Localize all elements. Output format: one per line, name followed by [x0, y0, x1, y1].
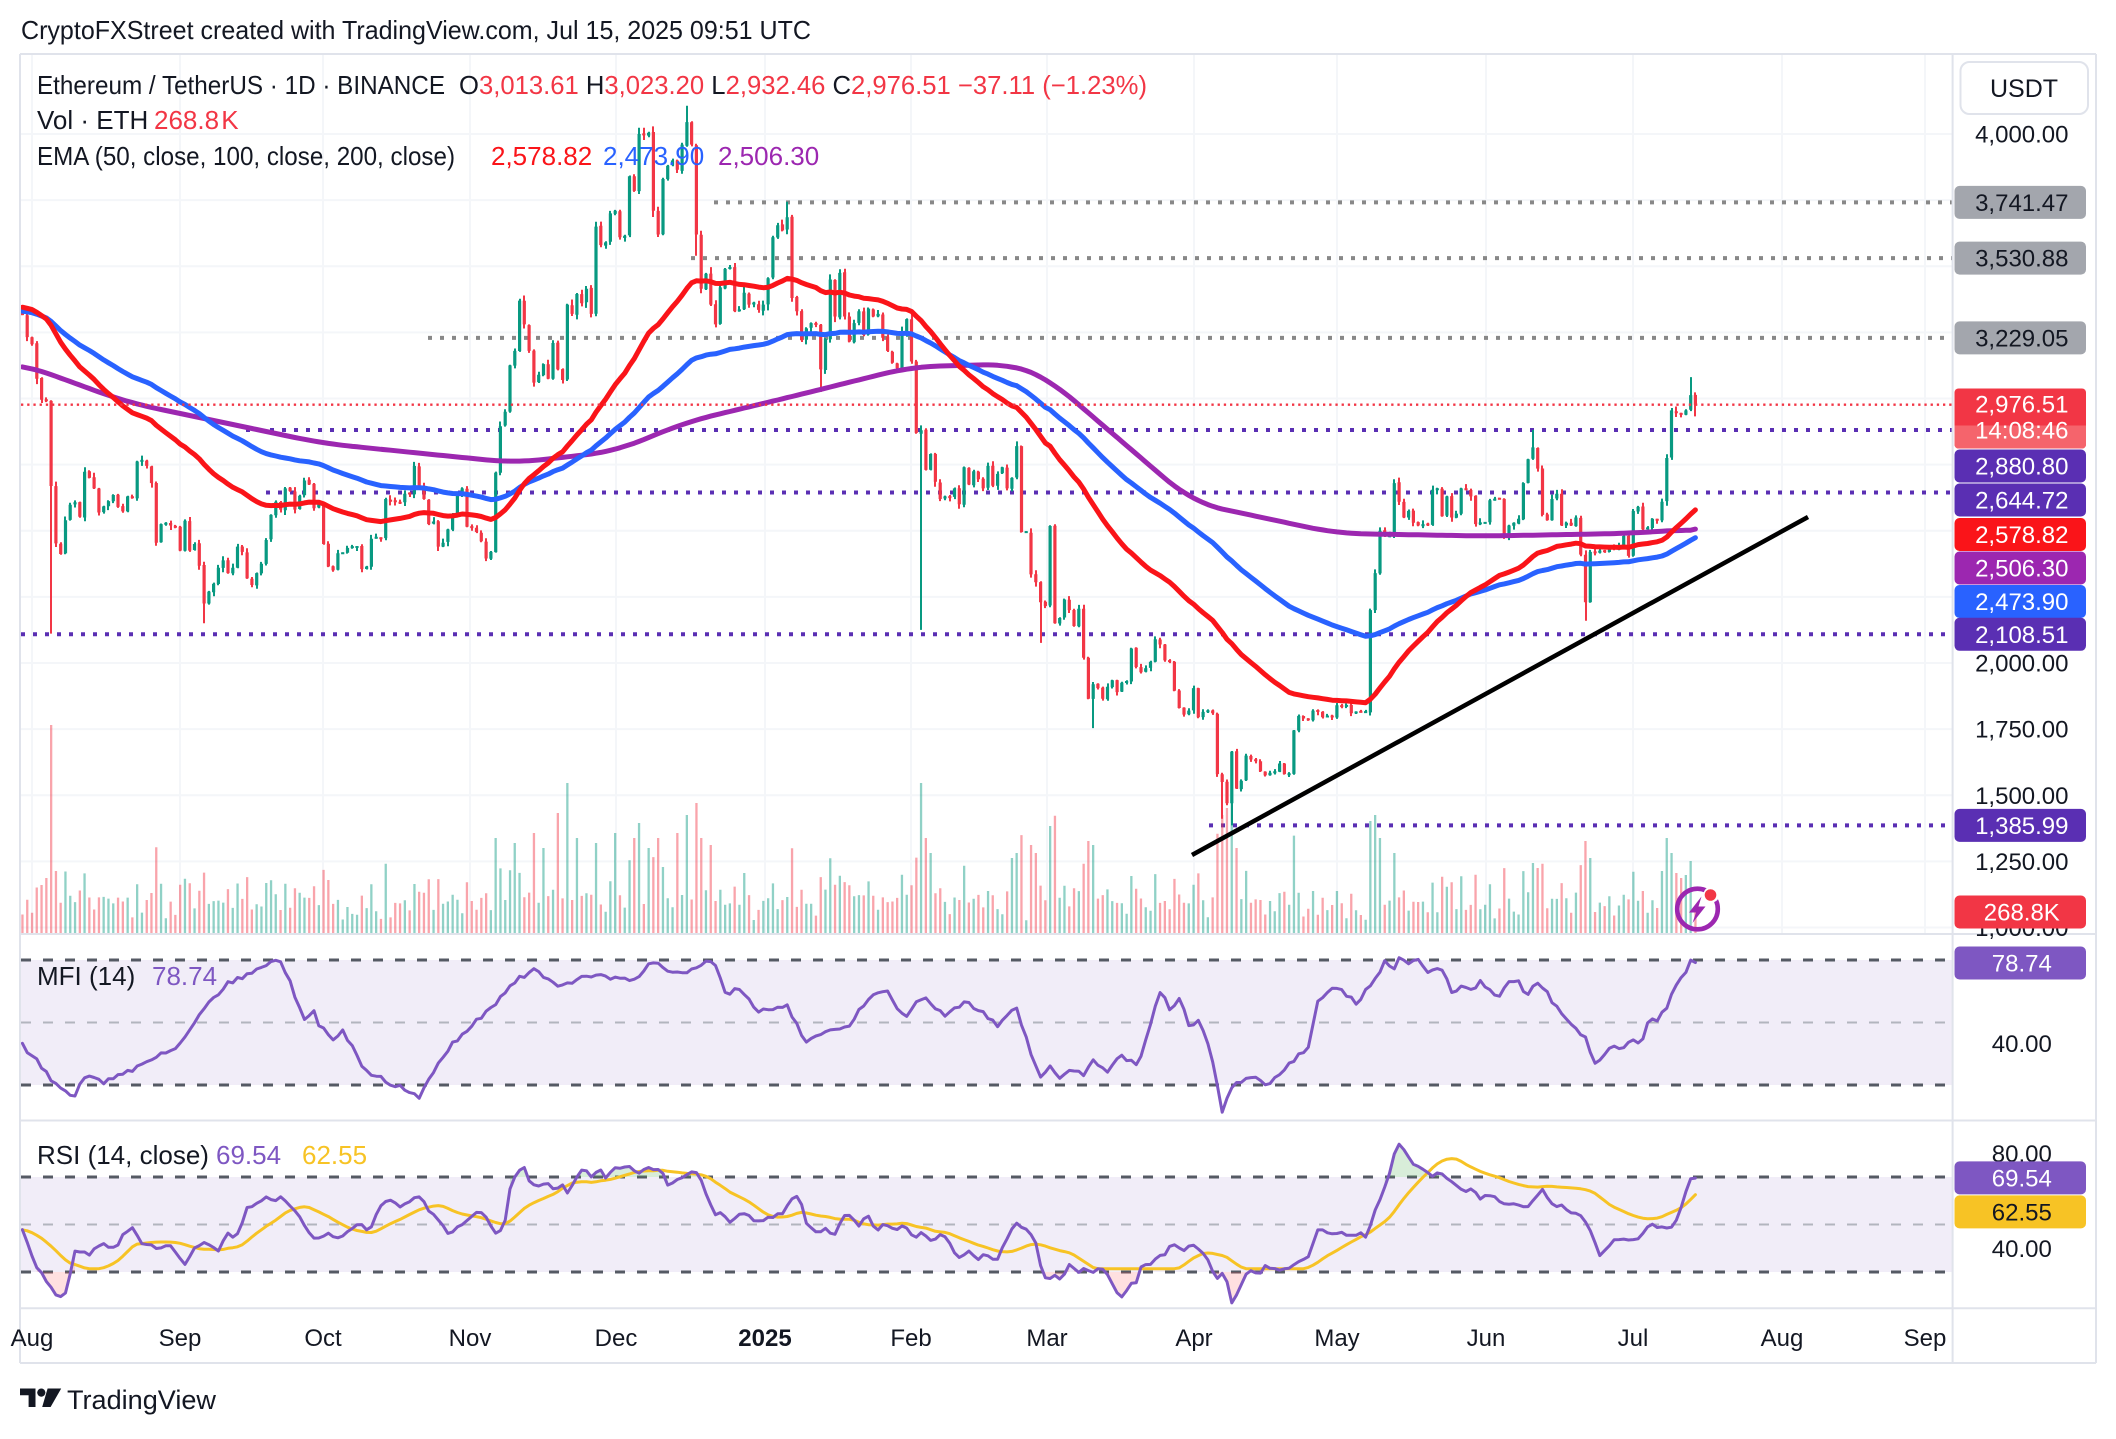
svg-text:2,506.30: 2,506.30 [1975, 556, 2068, 583]
svg-text:May: May [1314, 1325, 1359, 1352]
svg-text:62.55: 62.55 [1992, 1199, 2052, 1226]
svg-text:Nov: Nov [449, 1325, 492, 1352]
svg-text:1,500.00: 1,500.00 [1975, 783, 2068, 810]
svg-text:40.00: 40.00 [1992, 1031, 2052, 1058]
svg-text:78.74: 78.74 [152, 961, 217, 991]
svg-text:2,880.80: 2,880.80 [1975, 454, 2068, 481]
svg-text:2,000.00: 2,000.00 [1975, 651, 2068, 678]
svg-text:2,578.82: 2,578.82 [1975, 522, 2068, 549]
svg-text:Vol · ETH: Vol · ETH [37, 105, 148, 135]
svg-text:EMA (50, close, 100, close, 20: EMA (50, close, 100, close, 200, close) [37, 141, 455, 171]
svg-text:2,473.90: 2,473.90 [603, 141, 704, 171]
svg-text:2,976.51: 2,976.51 [1975, 392, 2068, 419]
svg-text:2,578.82: 2,578.82 [491, 141, 592, 171]
svg-text:Sep: Sep [1904, 1325, 1947, 1352]
svg-text:Jul: Jul [1618, 1325, 1649, 1352]
svg-text:69.54: 69.54 [216, 1140, 281, 1170]
svg-text:3,229.05: 3,229.05 [1975, 325, 2068, 352]
svg-text:Ethereum / TetherUS · 1D · BIN: Ethereum / TetherUS · 1D · BINANCE [37, 70, 445, 100]
svg-text:Jun: Jun [1467, 1325, 1506, 1352]
svg-text:RSI (14, close): RSI (14, close) [37, 1140, 209, 1170]
svg-text:78.74: 78.74 [1992, 951, 2052, 978]
svg-text:1,750.00: 1,750.00 [1975, 717, 2068, 744]
svg-text:40.00: 40.00 [1992, 1236, 2052, 1263]
svg-text:Mar: Mar [1026, 1325, 1067, 1352]
svg-text:3,741.47: 3,741.47 [1975, 190, 2068, 217]
svg-text:Aug: Aug [1761, 1325, 1804, 1352]
svg-text:1,250.00: 1,250.00 [1975, 849, 2068, 876]
svg-text:1,385.99: 1,385.99 [1975, 813, 2068, 840]
svg-text:Apr: Apr [1175, 1325, 1212, 1352]
svg-text:4,000.00: 4,000.00 [1975, 122, 2068, 149]
svg-text:2,644.72: 2,644.72 [1975, 488, 2068, 515]
svg-text:Aug: Aug [11, 1325, 54, 1352]
svg-text:Oct: Oct [304, 1325, 342, 1352]
svg-text:62.55: 62.55 [302, 1140, 367, 1170]
svg-text:MFI (14): MFI (14) [37, 961, 135, 991]
svg-text:O3,013.61 H3,023.20 L2,932.4: O3,013.61 H3,023.20 L2,932.46 C2,976.51 … [459, 70, 1147, 100]
svg-text:2,108.51: 2,108.51 [1975, 622, 2068, 649]
svg-text:Dec: Dec [595, 1325, 638, 1352]
svg-text:268.8 K: 268.8 K [154, 105, 239, 135]
svg-text:2,506.30: 2,506.30 [718, 141, 819, 171]
svg-text:69.54: 69.54 [1992, 1165, 2052, 1192]
svg-text:TradingView: TradingView [67, 1385, 216, 1415]
svg-text:2,473.90: 2,473.90 [1975, 589, 2068, 616]
svg-text:14:08:46: 14:08:46 [1975, 418, 2068, 445]
svg-text:Feb: Feb [890, 1325, 931, 1352]
svg-text:3,530.88: 3,530.88 [1975, 246, 2068, 273]
svg-text:268.8K: 268.8K [1984, 900, 2060, 927]
svg-text:USDT: USDT [1990, 75, 2058, 103]
svg-text:Sep: Sep [159, 1325, 202, 1352]
svg-text:CryptoFXStreet created with Tr: CryptoFXStreet created with TradingView.… [21, 15, 811, 45]
svg-text:2025: 2025 [738, 1325, 791, 1352]
